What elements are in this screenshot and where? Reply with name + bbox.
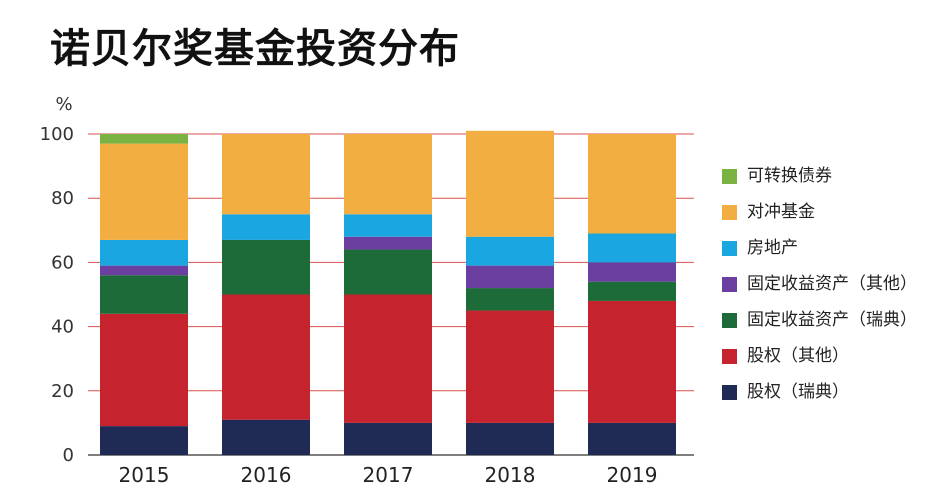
bar-segment: [222, 134, 310, 215]
bar-segment: [466, 310, 554, 423]
bar-segment: [588, 281, 676, 301]
legend-label: 股权（瑞典）: [747, 382, 849, 402]
x-tick-label: 2019: [607, 463, 658, 487]
legend-item: 固定收益资产（瑞典）: [722, 308, 927, 333]
bar-segment: [466, 288, 554, 311]
x-tick-label: 2018: [485, 463, 536, 487]
legend-swatch: [722, 169, 737, 184]
bar-segment: [588, 134, 676, 234]
legend-swatch: [722, 277, 737, 292]
bar-segment: [344, 249, 432, 295]
legend-label: 固定收益资产（其他）: [747, 274, 917, 294]
bar-segment: [344, 214, 432, 237]
y-tick-label: 40: [51, 317, 74, 338]
legend-swatch: [722, 205, 737, 220]
chart-title: 诺贝尔奖基金投资分布: [50, 26, 460, 72]
y-tick-label: 60: [51, 252, 74, 273]
legend-label: 固定收益资产（瑞典）: [747, 310, 917, 330]
legend-label: 房地产: [747, 238, 798, 258]
bar-segment: [466, 236, 554, 266]
legend-item: 股权（其他）: [722, 344, 927, 369]
bar-segment: [466, 130, 554, 237]
y-tick-label: 80: [51, 188, 74, 209]
bar-segment: [588, 262, 676, 282]
bar-segment: [222, 239, 310, 295]
legend-item: 固定收益资产（其他）: [722, 272, 927, 297]
bar-segment: [344, 134, 432, 215]
x-tick-label: 2015: [119, 463, 170, 487]
bar-segment: [588, 300, 676, 423]
legend-swatch: [722, 349, 737, 364]
legend-swatch: [722, 385, 737, 400]
legend: 可转换债券对冲基金房地产固定收益资产（其他） 固定收益资产（瑞典） 股权（其他） 股权…: [722, 164, 927, 416]
legend-item: 对冲基金: [722, 200, 927, 225]
bar-segment: [466, 422, 554, 455]
y-tick-label: 100: [40, 124, 74, 145]
bar-segment: [100, 426, 188, 455]
legend-item: 房地产: [722, 236, 927, 261]
bar-segment: [344, 236, 432, 250]
bar-segment: [222, 294, 310, 420]
legend-item: 股权（瑞典）: [722, 380, 927, 405]
bar-segment: [100, 143, 188, 240]
y-axis-unit: %: [55, 94, 72, 115]
y-tick-label: 20: [51, 381, 74, 402]
bar-segment: [100, 313, 188, 427]
bar-segment: [344, 294, 432, 423]
y-tick-label: 0: [63, 445, 74, 466]
legend-item: 可转换债券: [722, 164, 927, 189]
x-tick-label: 2016: [241, 463, 292, 487]
bar-segment: [100, 239, 188, 266]
bar-segment: [222, 214, 310, 240]
bar-segment: [222, 419, 310, 455]
x-tick-label: 2017: [363, 463, 414, 487]
legend-label: 对冲基金: [747, 202, 815, 222]
legend-label: 股权（其他）: [747, 346, 849, 366]
bar-segment: [100, 134, 188, 144]
bar-segment: [344, 422, 432, 455]
legend-swatch: [722, 313, 737, 328]
legend-swatch: [722, 241, 737, 256]
bar-segment: [588, 422, 676, 455]
legend-label: 可转换债券: [747, 166, 832, 186]
bar-segment: [100, 265, 188, 276]
bar-segment: [588, 233, 676, 263]
bar-segment: [466, 265, 554, 289]
bar-segment: [100, 275, 188, 314]
